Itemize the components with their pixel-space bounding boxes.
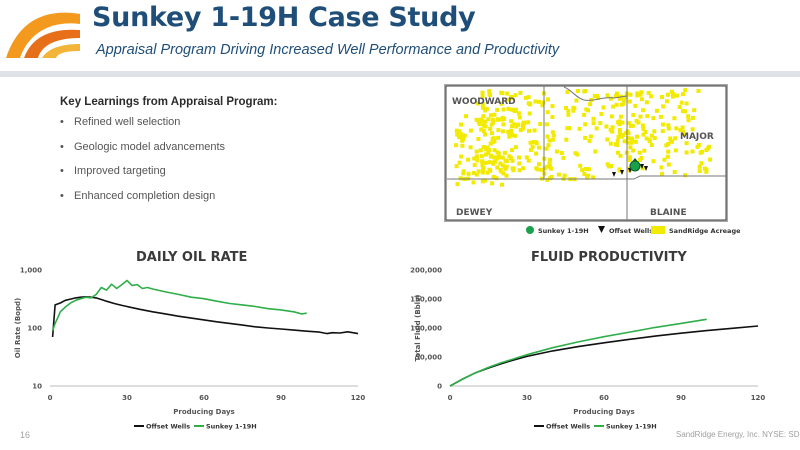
map-legend-acreage: SandRidge Acreage xyxy=(669,227,740,235)
county-label-blaine: BLAINE xyxy=(650,208,687,218)
footer-company: SandRidge Energy, Inc. NYSE: SD xyxy=(676,430,800,439)
y-axis-title: Oil Rate (Bopd) xyxy=(14,298,22,358)
sunkey-legend-icon xyxy=(526,226,534,234)
county-label-dewey: DEWEY xyxy=(456,208,493,218)
x-tick-label: 30 xyxy=(122,394,132,402)
series-line-sunkey-1-19h xyxy=(51,279,307,331)
legend-label: Offset Wells xyxy=(546,423,590,431)
series-line-offset-wells xyxy=(449,325,759,387)
header-divider xyxy=(0,71,800,77)
x-tick-label: 0 xyxy=(448,394,453,402)
legend-label: Sunkey 1-19H xyxy=(206,423,257,431)
fluid-productivity-chart: 0 30 60 90 120 0 50,000 100,000 150,000 200,000 Pr… xyxy=(410,267,766,431)
y-tick-label: 0 xyxy=(437,383,442,391)
page-title: Sunkey 1-19H Case Study xyxy=(92,2,476,33)
page-number: 16 xyxy=(20,430,31,440)
y-tick-label: 150,000 xyxy=(410,296,442,304)
learnings-list: Refined well selection Geologic model ad… xyxy=(60,116,225,214)
oil-rate-chart: 0 30 60 90 120 10 100 1,000 Producing Days Oil Ra… xyxy=(14,267,366,431)
county-boundaries xyxy=(447,86,726,220)
county-label-woodward: WOODWARD xyxy=(452,97,516,107)
x-tick-label: 60 xyxy=(199,394,209,402)
learning-item: Refined well selection xyxy=(60,116,225,141)
y-tick-label: 100,000 xyxy=(410,325,442,333)
learning-item: Geologic model advancements xyxy=(60,141,225,166)
sunkey-well-marker xyxy=(629,158,641,172)
series-line-offset-wells xyxy=(51,296,359,338)
acreage-map: WOODWARD MAJOR DEWEY BLAINE xyxy=(444,84,728,222)
x-axis-title: Producing Days xyxy=(173,408,234,416)
legend-label: Sunkey 1-19H xyxy=(606,423,657,431)
county-labels: WOODWARD MAJOR DEWEY BLAINE xyxy=(452,97,714,218)
y-tick-label: 200,000 xyxy=(410,267,442,275)
offset-well-icon xyxy=(620,170,624,175)
learning-item: Enhanced completion design xyxy=(60,190,225,215)
acreage-legend-icon xyxy=(651,226,665,234)
y-axis-title: Total Fluid (Bbls) xyxy=(414,295,422,362)
county-label-major: MAJOR xyxy=(680,132,714,142)
map-legend-sunkey: Sunkey 1-19H xyxy=(538,227,589,235)
offset-well-markers xyxy=(612,164,648,177)
offset-legend-icon xyxy=(598,226,605,233)
x-tick-label: 120 xyxy=(751,394,766,402)
sandridge-logo xyxy=(6,12,80,58)
x-tick-label: 90 xyxy=(676,394,686,402)
map-legend: Sunkey 1-19H Offset Wells SandRidge Acre… xyxy=(526,226,740,235)
learning-item: Improved targeting xyxy=(60,165,225,190)
x-axis-title: Producing Days xyxy=(573,408,634,416)
x-tick-label: 90 xyxy=(276,394,286,402)
offset-well-icon xyxy=(644,166,648,171)
x-tick-label: 0 xyxy=(48,394,53,402)
x-tick-label: 60 xyxy=(599,394,609,402)
chart-title-fluid: FLUID PRODUCTIVITY xyxy=(531,250,687,265)
y-tick-label: 10 xyxy=(32,383,42,391)
x-tick-label: 120 xyxy=(351,394,366,402)
offset-well-icon xyxy=(640,164,644,169)
x-tick-label: 30 xyxy=(522,394,532,402)
legend-label: Offset Wells xyxy=(146,423,190,431)
chart-title-oil: DAILY OIL RATE xyxy=(136,250,248,265)
learnings-title: Key Learnings from Appraisal Program: xyxy=(60,96,278,108)
y-tick-label: 100 xyxy=(27,325,42,333)
offset-well-icon xyxy=(612,172,616,177)
y-tick-label: 50,000 xyxy=(415,354,442,362)
map-legend-offset: Offset Wells xyxy=(609,227,653,235)
series-line-sunkey-1-19h xyxy=(449,318,707,387)
y-tick-label: 1,000 xyxy=(20,267,42,275)
page-subtitle: Appraisal Program Driving Increased Well… xyxy=(96,42,560,58)
